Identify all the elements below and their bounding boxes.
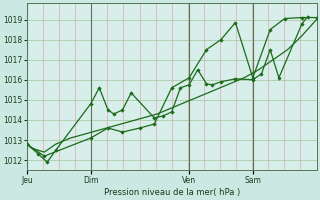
X-axis label: Pression niveau de la mer( hPa ): Pression niveau de la mer( hPa )	[104, 188, 240, 197]
